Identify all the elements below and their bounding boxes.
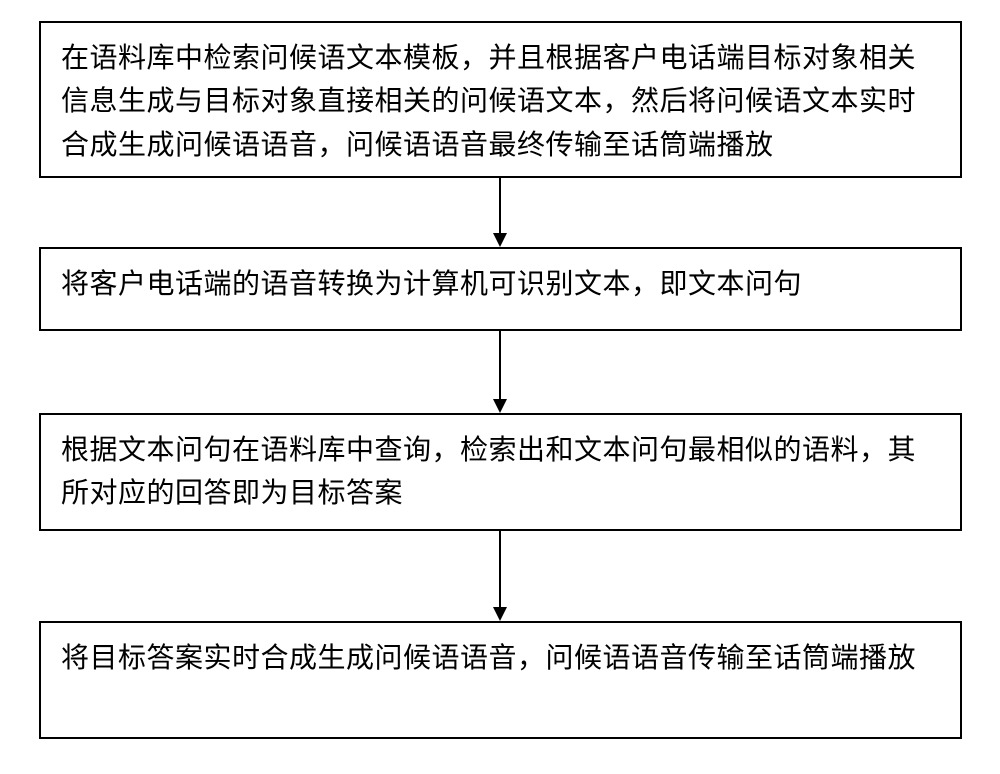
flow-step-4: 将目标答案实时合成生成问候语语音，问候语语音传输至话筒端播放 xyxy=(39,621,962,739)
flowchart-canvas: 在语料库中检索问候语文本模板，并且根据客户电话端目标对象相关信息生成与目标对象直… xyxy=(0,0,1000,774)
arrow-1-to-2-head xyxy=(493,233,507,247)
flow-step-1-text: 在语料库中检索问候语文本模板，并且根据客户电话端目标对象相关信息生成与目标对象直… xyxy=(61,37,940,167)
arrow-3-to-4-head xyxy=(493,607,507,621)
flow-step-1: 在语料库中检索问候语文本模板，并且根据客户电话端目标对象相关信息生成与目标对象直… xyxy=(39,21,962,178)
arrow-1-to-2-shaft xyxy=(499,178,501,233)
flow-step-2-text: 将客户电话端的语音转换为计算机可识别文本，即文本问句 xyxy=(61,263,802,306)
flow-step-3: 根据文本问句在语料库中查询，检索出和文本问句最相似的语料，其所对应的回答即为目标… xyxy=(39,413,962,531)
flow-step-3-text: 根据文本问句在语料库中查询，检索出和文本问句最相似的语料，其所对应的回答即为目标… xyxy=(61,429,940,516)
arrow-2-to-3-shaft xyxy=(499,331,501,399)
flow-step-2: 将客户电话端的语音转换为计算机可识别文本，即文本问句 xyxy=(39,247,962,331)
arrow-2-to-3-head xyxy=(493,399,507,413)
flow-step-4-text: 将目标答案实时合成生成问候语语音，问候语语音传输至话筒端播放 xyxy=(61,637,916,680)
arrow-3-to-4-shaft xyxy=(499,531,501,607)
